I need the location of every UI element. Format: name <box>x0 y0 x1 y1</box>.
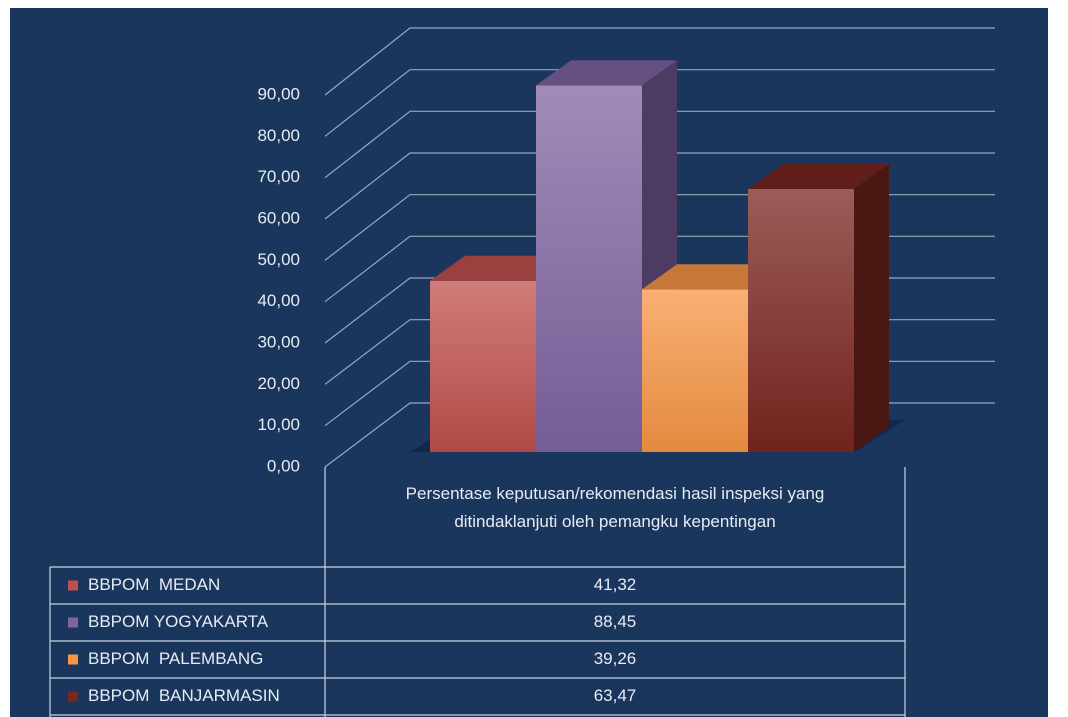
grid-line <box>324 69 995 137</box>
bar-side <box>854 163 889 452</box>
table-value: 39,26 <box>594 649 637 668</box>
table-value: 41,32 <box>594 575 637 594</box>
y-tick-label: 80,00 <box>257 126 300 145</box>
grid-line <box>324 152 995 220</box>
category-label: Persentase keputusan/rekomendasi hasil i… <box>405 484 825 531</box>
grid-line <box>324 27 995 96</box>
bar-top <box>430 255 571 281</box>
legend-key <box>68 691 78 702</box>
y-tick-label: 70,00 <box>257 167 300 186</box>
bar <box>748 188 854 452</box>
legend-key <box>68 580 78 591</box>
legend-key <box>68 617 78 628</box>
legend-label: BBPOM YOGYAKARTA <box>88 612 269 631</box>
y-tick-label: 30,00 <box>257 332 300 351</box>
legend-label: BBPOM MEDAN <box>88 575 220 594</box>
bar-top <box>642 264 783 290</box>
bar-top <box>536 60 677 86</box>
bar <box>536 85 642 452</box>
y-tick-label: 90,00 <box>257 84 300 103</box>
bar <box>430 280 536 452</box>
y-tick-label: 10,00 <box>257 415 300 434</box>
table-value: 88,45 <box>594 612 637 631</box>
bar <box>642 289 748 452</box>
legend-label: BBPOM BANJARMASIN <box>88 686 280 705</box>
table-value: 63,47 <box>594 686 637 705</box>
y-tick-label: 0,00 <box>267 456 300 475</box>
grid-line <box>324 110 995 179</box>
y-tick-label: 20,00 <box>257 374 300 393</box>
y-tick-label: 40,00 <box>257 291 300 310</box>
y-tick-label: 50,00 <box>257 250 300 269</box>
y-tick-label: 60,00 <box>257 208 300 227</box>
legend-label: BBPOM PALEMBANG <box>88 649 263 668</box>
bar-top <box>748 163 889 189</box>
legend-key <box>68 654 78 665</box>
